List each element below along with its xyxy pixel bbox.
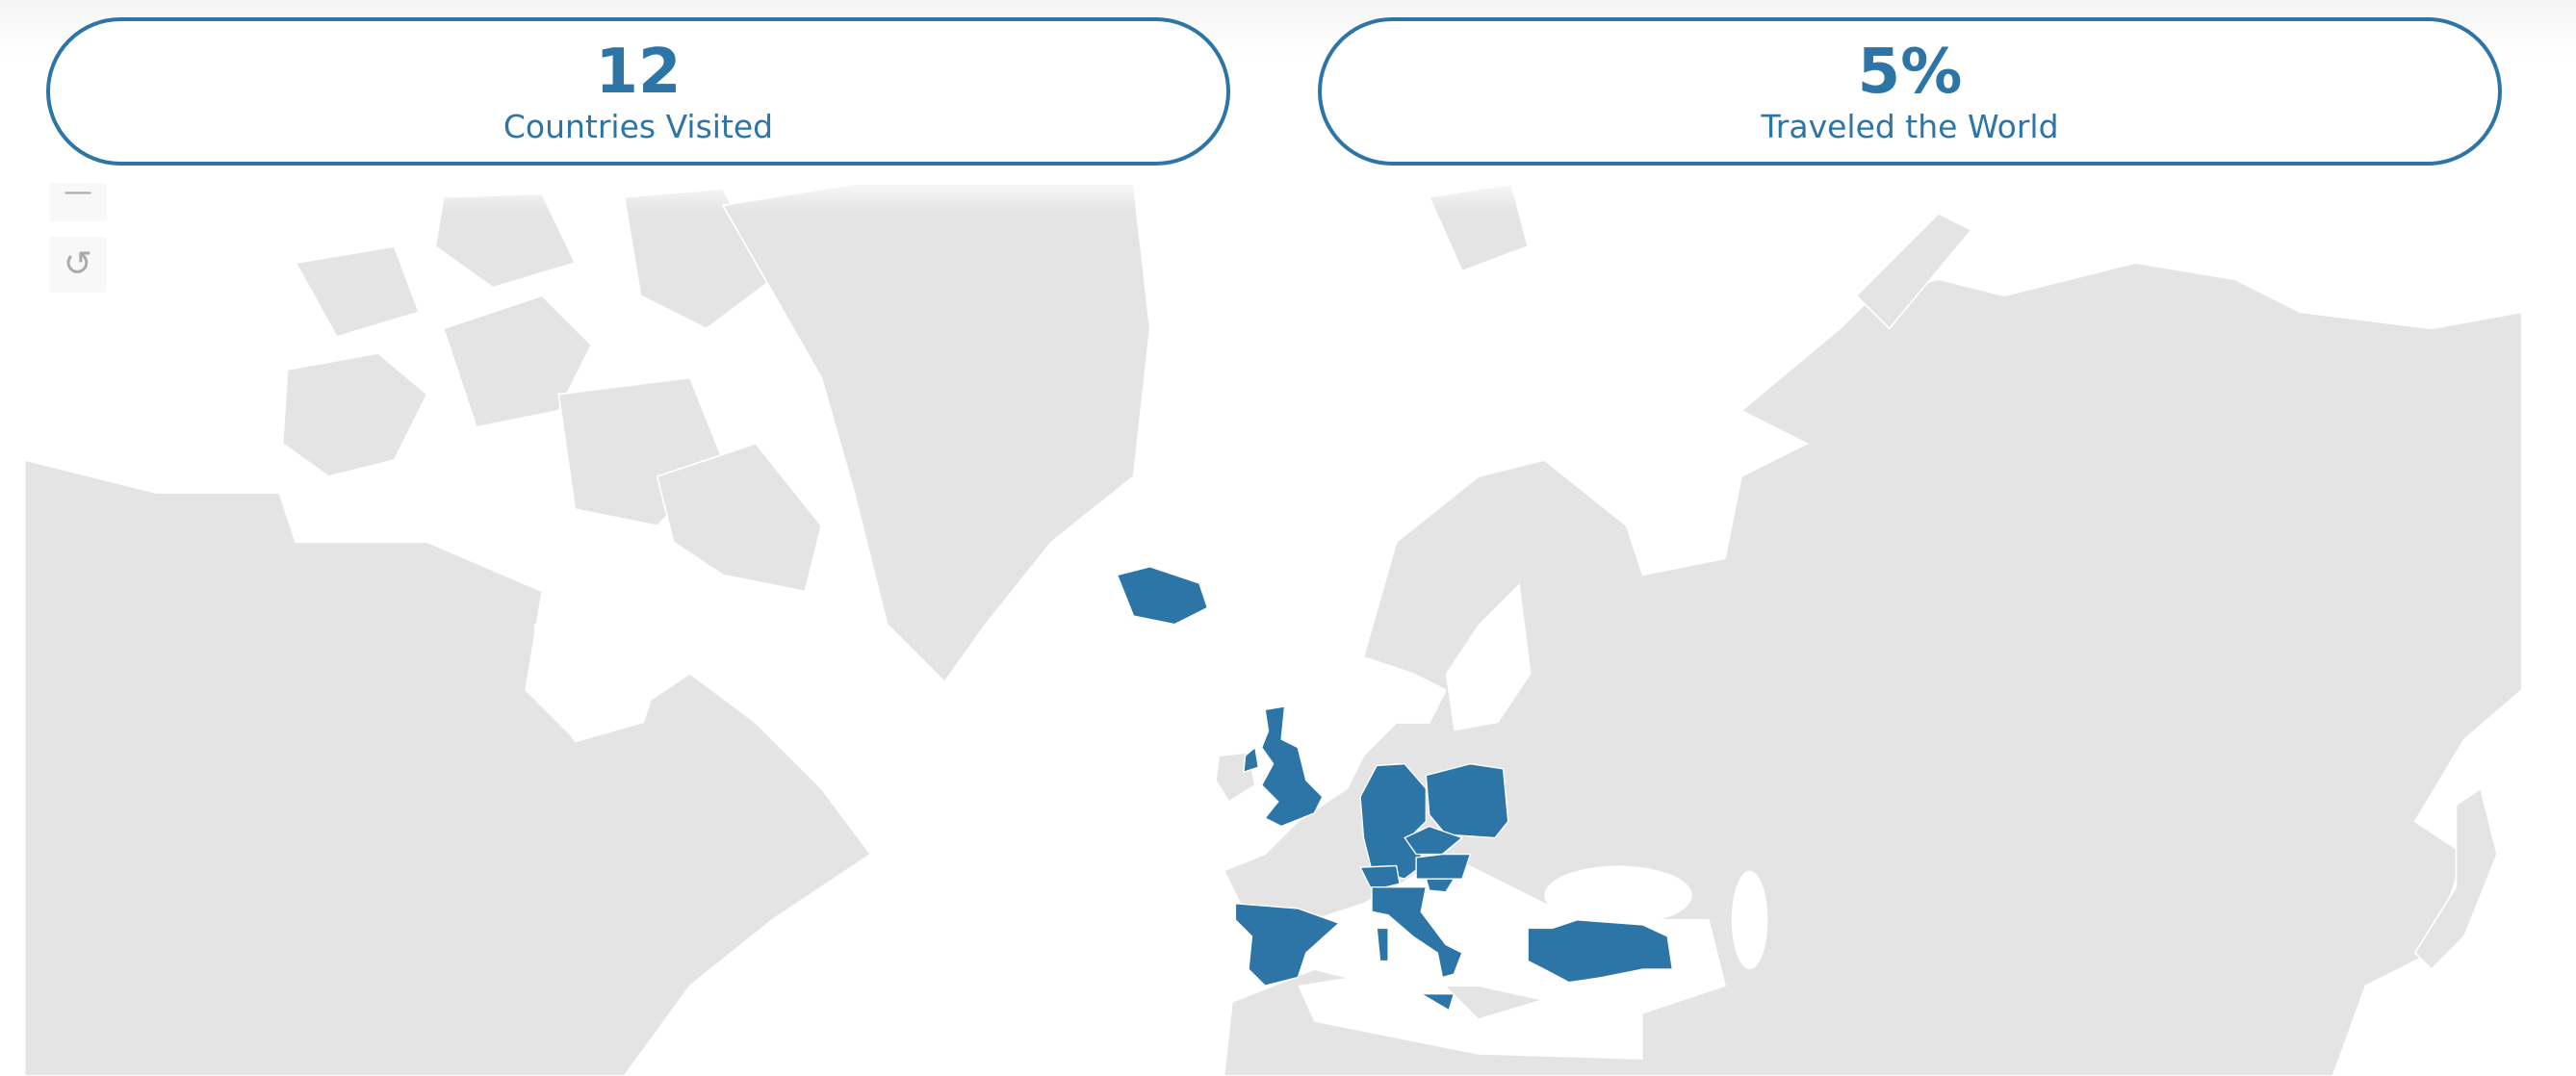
baltic-sea [1445, 582, 1532, 731]
visited-country-iceland[interactable] [1116, 566, 1209, 626]
stat-label: Traveled the World [1761, 108, 2059, 145]
visited-country-slovenia[interactable] [1425, 878, 1455, 893]
minus-icon: — [64, 175, 92, 209]
greenland [721, 183, 1151, 683]
stat-value: 12 [595, 37, 682, 108]
north-america [23, 458, 872, 1076]
reset-view-button[interactable]: ↺ [49, 237, 107, 293]
arctic-island [294, 245, 421, 338]
visited-countries [1116, 566, 1674, 1012]
baffin-island [656, 442, 823, 593]
novaya-zemlya [1855, 212, 1973, 330]
arctic-island [281, 352, 428, 477]
reset-rotate-icon: ↺ [63, 244, 93, 284]
visited-country-spain[interactable] [1234, 903, 1341, 986]
zoom-out-button[interactable]: — [49, 178, 107, 221]
visited-country-sicily[interactable] [1418, 992, 1455, 1012]
visited-country-italy[interactable] [1371, 886, 1463, 979]
hudson-bay [533, 607, 666, 743]
mediterranean-sea [1298, 972, 1643, 1060]
stat-card-countries-visited: 12 Countries Visited [46, 17, 1230, 166]
visited-country-austria[interactable] [1415, 853, 1472, 880]
visited-country-turkey[interactable] [1527, 919, 1674, 984]
visited-country-poland[interactable] [1425, 762, 1509, 839]
stat-card-traveled-world: 5% Traveled the World [1318, 17, 2502, 166]
unvisited-land [23, 183, 2523, 1076]
map-top-fade [0, 173, 2576, 212]
visited-country-switzerland[interactable] [1359, 864, 1401, 891]
arctic-island [442, 295, 593, 428]
eurasia [1223, 262, 2523, 1076]
stat-label: Countries Visited [502, 108, 774, 145]
visited-country-uk[interactable] [1260, 705, 1324, 828]
visited-country-czechia[interactable] [1404, 825, 1464, 856]
visited-country-northern-ireland[interactable] [1243, 746, 1260, 774]
visited-country-sardinia[interactable] [1376, 927, 1389, 962]
black-sea [1544, 865, 1692, 925]
stat-value: 5% [1857, 37, 1963, 108]
caspian-sea [1731, 870, 1768, 970]
japan [2413, 786, 2498, 971]
